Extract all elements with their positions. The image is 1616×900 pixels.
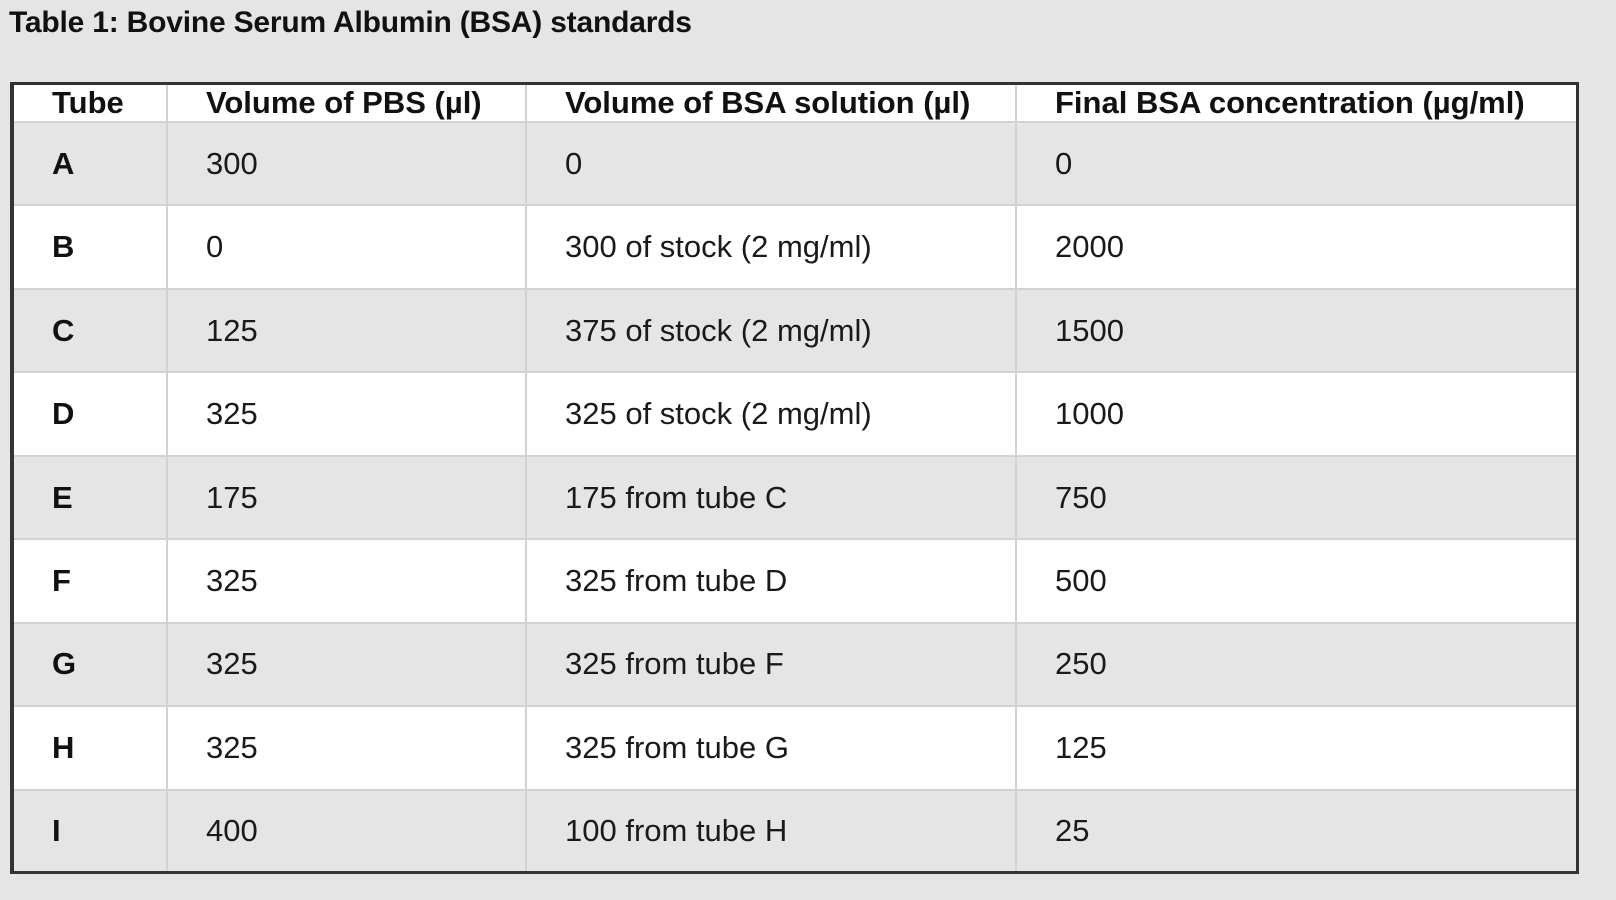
final-concentration-cell: 25	[1015, 788, 1576, 871]
bsa-volume-cell: 300 of stock (2 mg/ml)	[525, 204, 1017, 290]
pbs-volume-cell: 325	[166, 621, 527, 708]
tube-cell: E	[14, 454, 168, 541]
tube-cell: G	[14, 621, 168, 708]
final-concentration-cell: 2000	[1015, 204, 1576, 290]
table-row: I 400 100 from tube H 25	[14, 788, 1576, 871]
bsa-volume-cell: 375 of stock (2 mg/ml)	[525, 287, 1017, 374]
pbs-volume-cell: 400	[166, 788, 527, 871]
bsa-standards-table: Tube Volume of PBS (µl) Volume of BSA so…	[10, 82, 1579, 874]
pbs-volume-cell: 300	[166, 120, 527, 207]
tube-cell: B	[14, 204, 168, 290]
final-concentration-cell: 1500	[1015, 287, 1576, 374]
header-row: Tube Volume of PBS (µl) Volume of BSA so…	[14, 85, 1576, 123]
final-concentration-cell: 125	[1015, 705, 1576, 791]
table-row: D 325 325 of stock (2 mg/ml) 1000	[14, 371, 1576, 457]
final-concentration-cell: 0	[1015, 120, 1576, 207]
bsa-volume-cell: 175 from tube C	[525, 454, 1017, 541]
pbs-volume-cell: 325	[166, 705, 527, 791]
bsa-volume-cell: 325 from tube F	[525, 621, 1017, 708]
table-row: G 325 325 from tube F 250	[14, 621, 1576, 708]
header-pbs-volume: Volume of PBS (µl)	[166, 85, 527, 123]
header-bsa-volume: Volume of BSA solution (µl)	[525, 85, 1017, 123]
table-row: E 175 175 from tube C 750	[14, 454, 1576, 541]
table-caption: Table 1: Bovine Serum Albumin (BSA) stan…	[9, 6, 692, 39]
tube-cell: H	[14, 705, 168, 791]
header-tube: Tube	[14, 85, 168, 123]
tube-cell: F	[14, 538, 168, 624]
tube-cell: C	[14, 287, 168, 374]
pbs-volume-cell: 125	[166, 287, 527, 374]
table-row: B 0 300 of stock (2 mg/ml) 2000	[14, 204, 1576, 290]
pbs-volume-cell: 0	[166, 204, 527, 290]
final-concentration-cell: 750	[1015, 454, 1576, 541]
bsa-volume-cell: 325 from tube G	[525, 705, 1017, 791]
table-body: A 300 0 0 B 0 300 of stock (2 mg/ml) 2000 C 125 37…	[14, 120, 1576, 871]
bsa-volume-cell: 325 from tube D	[525, 538, 1017, 624]
final-concentration-cell: 500	[1015, 538, 1576, 624]
tube-cell: D	[14, 371, 168, 457]
final-concentration-cell: 250	[1015, 621, 1576, 708]
data-table: Tube Volume of PBS (µl) Volume of BSA so…	[14, 85, 1576, 871]
table-row: A 300 0 0	[14, 120, 1576, 207]
bsa-volume-cell: 100 from tube H	[525, 788, 1017, 871]
tube-cell: A	[14, 120, 168, 207]
table-row: C 125 375 of stock (2 mg/ml) 1500	[14, 287, 1576, 374]
pbs-volume-cell: 325	[166, 538, 527, 624]
final-concentration-cell: 1000	[1015, 371, 1576, 457]
header-final-concentration: Final BSA concentration (µg/ml)	[1015, 85, 1576, 123]
table-row: F 325 325 from tube D 500	[14, 538, 1576, 624]
bsa-volume-cell: 0	[525, 120, 1017, 207]
pbs-volume-cell: 325	[166, 371, 527, 457]
bsa-volume-cell: 325 of stock (2 mg/ml)	[525, 371, 1017, 457]
table-row: H 325 325 from tube G 125	[14, 705, 1576, 791]
pbs-volume-cell: 175	[166, 454, 527, 541]
tube-cell: I	[14, 788, 168, 871]
